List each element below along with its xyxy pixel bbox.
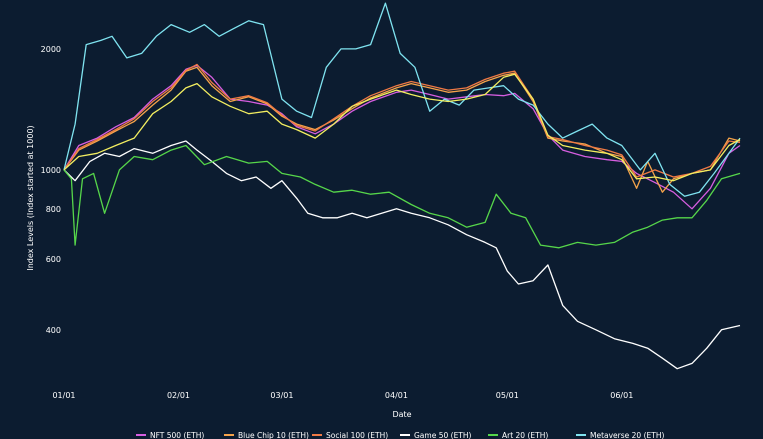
series-line-6 [63,73,741,182]
y-axis-ticks: 400 600 800 1000 2000 [41,45,61,335]
legend-label: Metaverse 20 (ETH) [590,431,664,439]
legend-label: Social 100 (ETH) [326,431,388,439]
x-axis-title: Date [392,410,411,419]
legend: NFT 500 (ETH) Blue Chip 10 (ETH) Social 10… [136,431,664,439]
legend-label: NFT 500 (ETH) [150,431,204,439]
y-tick-label: 2000 [41,45,61,54]
x-tick-label: 02/01 [167,391,190,400]
y-tick-label: 400 [46,326,61,335]
legend-label: Blue Chip 10 (ETH) [238,431,309,439]
series-line-1 [63,66,741,193]
x-tick-label: 01/01 [52,391,75,400]
x-tick-label: 05/01 [496,391,519,400]
series-line-0 [63,64,741,210]
y-axis-title: Index Levels (Index started at 1000) [26,125,35,270]
series-line-5 [63,2,741,197]
x-tick-label: 03/01 [270,391,293,400]
y-tick-label: 800 [46,205,61,214]
x-tick-label: 06/01 [610,391,633,400]
series-line-2 [63,63,741,178]
y-tick-label: 600 [46,255,61,264]
series-line-3 [63,140,741,370]
x-axis-ticks: 01/01 02/01 03/01 04/01 05/01 06/01 [52,391,633,400]
y-tick-label: 1000 [41,166,61,175]
legend-label: Art 20 (ETH) [502,431,548,439]
series-line-4 [63,144,741,249]
legend-label: Game 50 (ETH) [414,431,472,439]
x-tick-label: 04/01 [385,391,408,400]
plot-area [63,2,741,370]
